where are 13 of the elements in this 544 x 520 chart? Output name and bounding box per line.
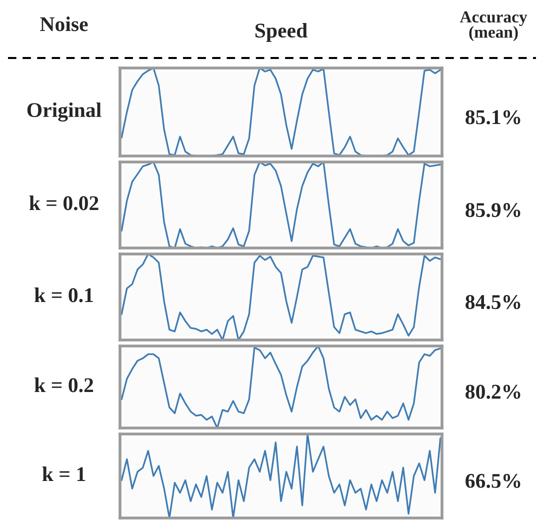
text: Noise [40, 16, 88, 32]
y-axis-title: k = 1 [42, 466, 86, 482]
text: Accuracy (mean) [460, 11, 528, 42]
text: 85.1% [466, 110, 520, 124]
text: 80.2% [466, 384, 520, 399]
y-axis-title: k = 0.2 [34, 378, 94, 392]
chart-title: Speed [255, 22, 308, 42]
text: 84.5% [466, 295, 520, 310]
y-axis-title: k = 0.1 [34, 288, 93, 302]
y-axis-title: k = 0.02 [29, 196, 98, 210]
text: 85.9% [466, 203, 520, 218]
text: 66.5% [466, 474, 520, 488]
y-axis-title: Original [27, 102, 102, 122]
